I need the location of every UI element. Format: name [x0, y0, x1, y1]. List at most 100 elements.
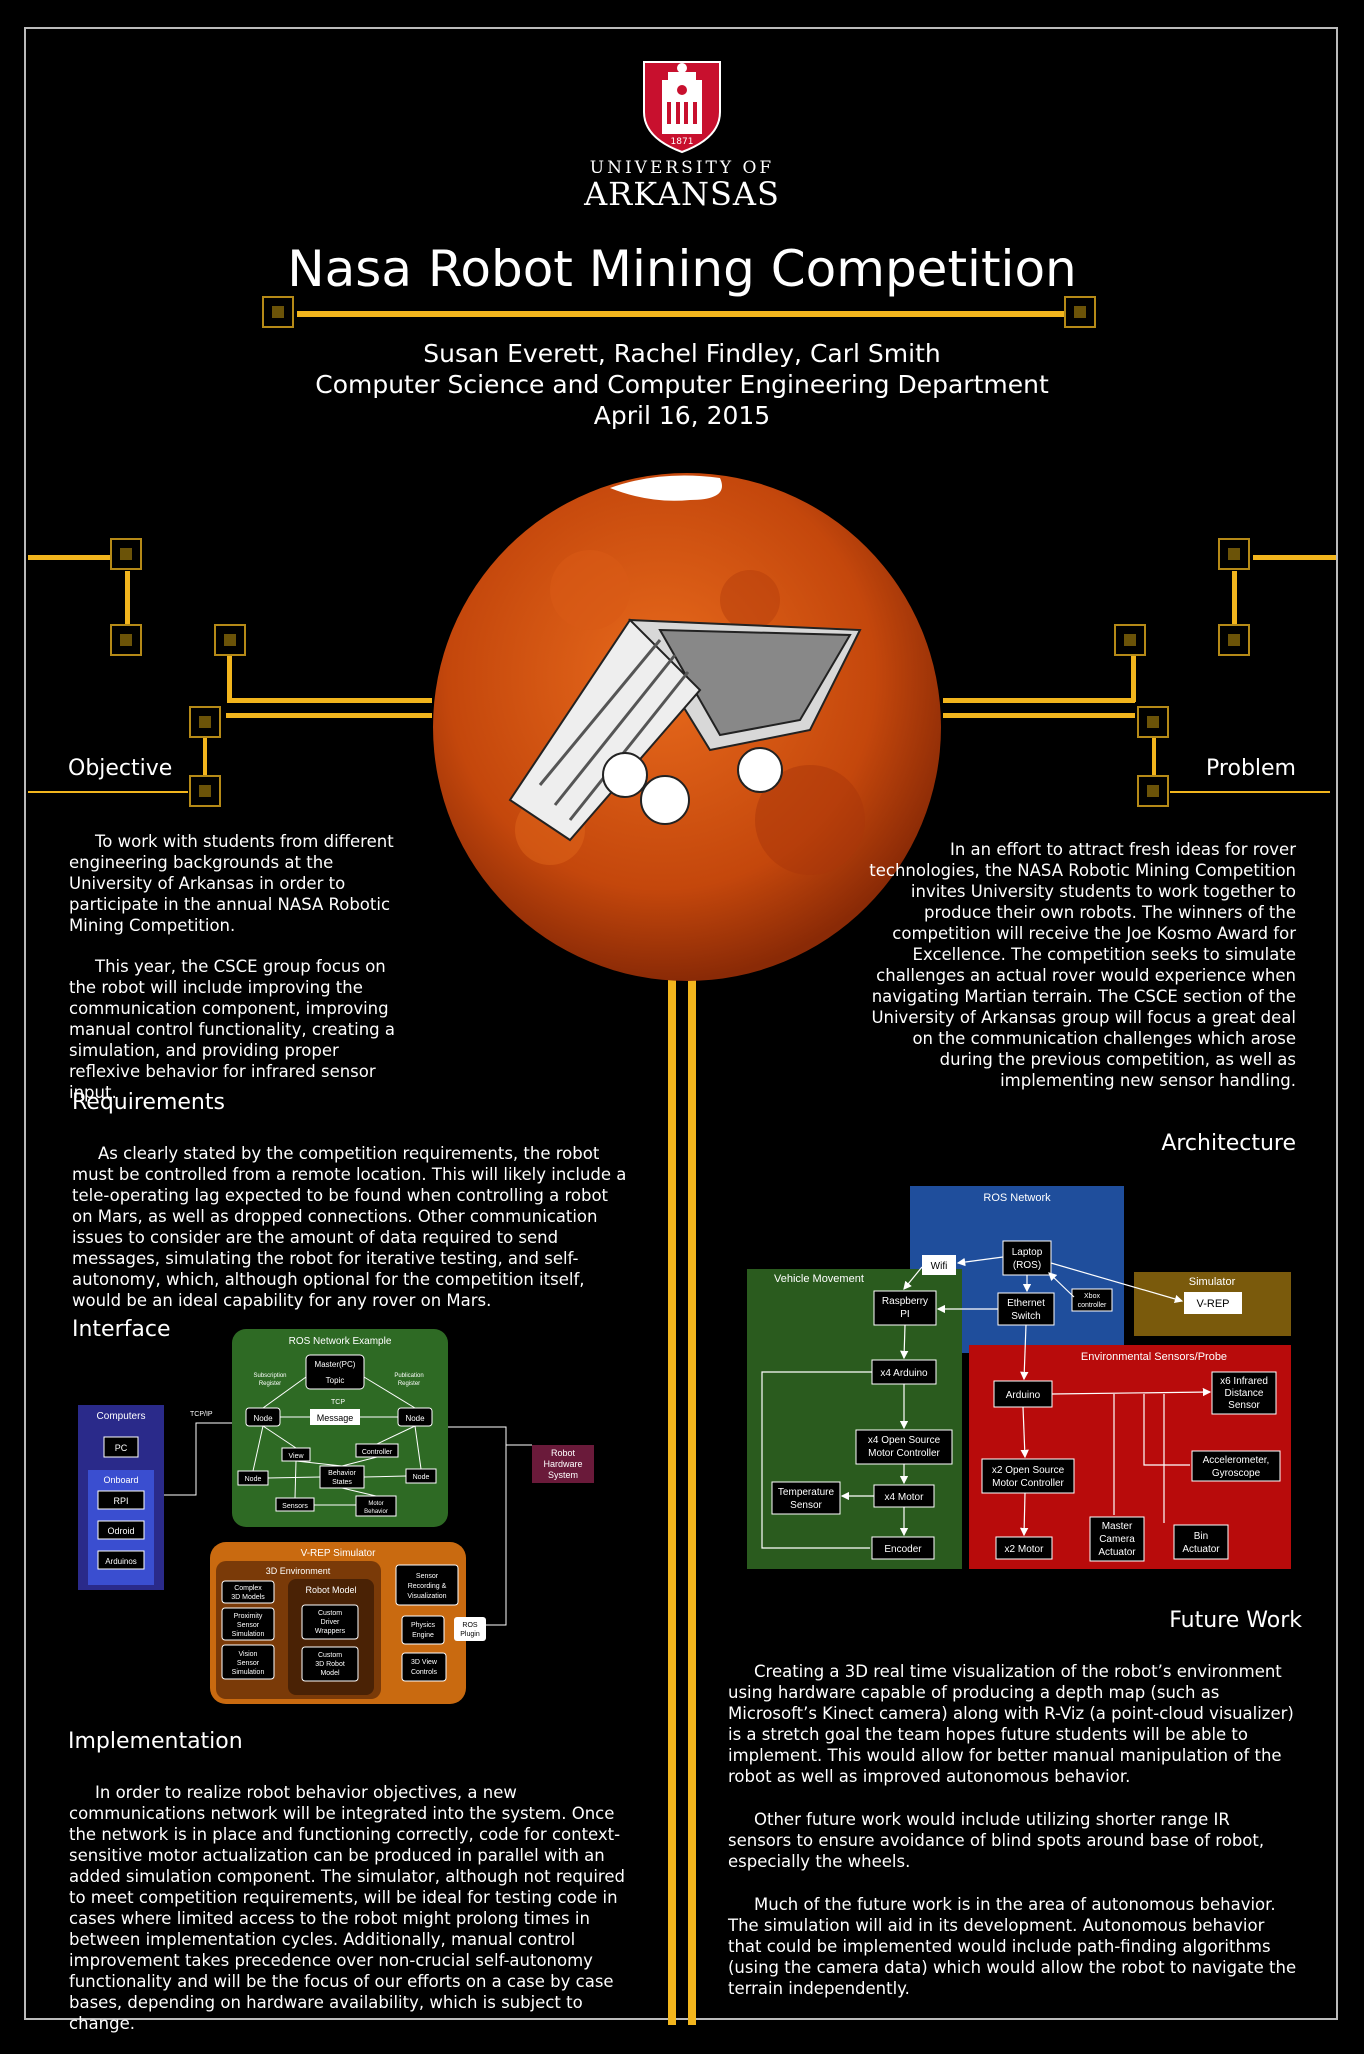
svg-text:x4 Motor: x4 Motor — [885, 1492, 925, 1503]
date: April 16, 2015 — [593, 401, 771, 430]
svg-text:Laptop: Laptop — [1012, 1247, 1043, 1258]
svg-text:Camera: Camera — [1099, 1534, 1135, 1545]
university-seal-icon: 1871 — [643, 61, 721, 154]
svg-text:Sensor: Sensor — [1228, 1400, 1260, 1411]
ethernet-switch-node: Ethernet Switch — [997, 1292, 1055, 1326]
requirements-heading: Requirements — [72, 1090, 225, 1115]
svg-text:Sensor: Sensor — [416, 1573, 439, 1580]
circuit-node — [262, 296, 294, 328]
svg-text:Register: Register — [398, 1381, 420, 1387]
svg-text:Proximity: Proximity — [234, 1613, 263, 1620]
svg-text:3D Robot: 3D Robot — [315, 1661, 345, 1668]
robot-hardware-node — [532, 1445, 594, 1483]
circuit-line — [1131, 655, 1136, 702]
complex-models-node — [221, 1580, 275, 1604]
future-paragraph-1: Creating a 3D real time visualization of… — [728, 1662, 1294, 1786]
x2-motor-controller-node: x2 Open Source Motor Controller — [981, 1458, 1075, 1494]
page-title: Nasa Robot Mining Competition — [287, 240, 1077, 298]
future-paragraph-2: Other future work would include utilizin… — [728, 1810, 1265, 1871]
x4-motor-controller-node: x4 Open Source Motor Controller — [855, 1429, 953, 1465]
svg-text:PC: PC — [115, 1443, 128, 1453]
center-divider-right — [688, 970, 696, 2025]
svg-text:TCP: TCP — [331, 1399, 345, 1406]
svg-text:Switch: Switch — [1011, 1311, 1040, 1322]
objective-paragraph-1: To work with students from different eng… — [69, 832, 394, 935]
svg-text:ROS Network Example: ROS Network Example — [289, 1336, 392, 1347]
laptop-node: Laptop (ROS) — [1002, 1240, 1052, 1276]
circuit-node — [1064, 296, 1096, 328]
circuit-node — [1137, 775, 1169, 807]
svg-text:Motor: Motor — [368, 1501, 383, 1507]
svg-text:Xbox: Xbox — [1084, 1293, 1100, 1300]
svg-text:Wrappers: Wrappers — [315, 1628, 346, 1635]
circuit-node — [189, 706, 221, 738]
circuit-line — [1253, 555, 1336, 560]
svg-text:States: States — [332, 1479, 352, 1486]
svg-text:V-REP: V-REP — [1196, 1298, 1229, 1310]
svg-text:Odroid: Odroid — [107, 1526, 134, 1536]
wifi-node: Wifi — [922, 1255, 956, 1275]
svg-text:Controller: Controller — [362, 1449, 393, 1456]
svg-text:Sensor: Sensor — [237, 1622, 260, 1629]
circuit-node — [1218, 538, 1250, 570]
svg-text:controller: controller — [1078, 1302, 1107, 1309]
svg-text:PI: PI — [900, 1309, 909, 1320]
implementation-heading: Implementation — [68, 1729, 243, 1754]
circuit-node — [189, 775, 221, 807]
objective-body: To work with students from different eng… — [69, 831, 409, 1123]
ros-plugin-node — [454, 1617, 486, 1641]
svg-text:Gyroscope: Gyroscope — [1212, 1468, 1261, 1479]
svg-text:x4 Arduino: x4 Arduino — [880, 1368, 928, 1379]
svg-text:Arduinos: Arduinos — [105, 1557, 137, 1566]
svg-text:Driver: Driver — [321, 1619, 340, 1626]
svg-text:Behavior: Behavior — [364, 1509, 388, 1515]
svg-text:Onboard: Onboard — [103, 1475, 138, 1485]
implementation-paragraph-1: In order to realize robot behavior objec… — [69, 1783, 625, 2033]
svg-text:Simulation: Simulation — [232, 1669, 265, 1676]
x2-motor-node: x2 Motor — [995, 1536, 1053, 1560]
svg-text:Hardware: Hardware — [543, 1459, 582, 1469]
svg-text:Raspberry: Raspberry — [882, 1296, 928, 1307]
svg-text:Accelerometer,: Accelerometer, — [1203, 1455, 1270, 1466]
infrared-sensor-node: x6 Infrared Distance Sensor — [1211, 1371, 1277, 1415]
xbox-controller-node: Xbox controller — [1071, 1288, 1113, 1312]
rover-icon — [508, 618, 862, 842]
circuit-node — [110, 624, 142, 656]
odroid-node — [97, 1520, 145, 1540]
circuit-line — [1170, 791, 1330, 793]
svg-text:Actuator: Actuator — [1098, 1547, 1136, 1558]
svg-text:System: System — [548, 1470, 578, 1480]
pc-node — [103, 1436, 139, 1458]
vision-sensor-node — [221, 1644, 275, 1680]
polar-ice-cap — [610, 475, 722, 501]
svg-text:Engine: Engine — [412, 1632, 434, 1639]
svg-text:Encoder: Encoder — [884, 1544, 922, 1555]
custom-driver-node — [301, 1604, 359, 1640]
svg-text:V-REP Simulator: V-REP Simulator — [301, 1548, 377, 1559]
center-divider-left — [668, 970, 676, 2025]
temperature-sensor-node: Temperature Sensor — [771, 1481, 841, 1515]
architecture-connectors — [761, 1256, 1212, 1549]
future-work-heading: Future Work — [1169, 1608, 1302, 1633]
circuit-line — [203, 735, 207, 785]
svg-text:Vehicle Movement: Vehicle Movement — [774, 1273, 864, 1285]
svg-text:Computers: Computers — [97, 1411, 146, 1422]
title-underline — [297, 311, 1067, 317]
svg-text:Node: Node — [253, 1414, 273, 1423]
objective-heading: Objective — [68, 756, 173, 781]
circuit-node — [1137, 706, 1169, 738]
svg-text:Publication: Publication — [394, 1373, 423, 1379]
interface-heading: Interface — [72, 1317, 171, 1342]
interface-diagram: Computers PC Onboard RPI Odroid Arduinos… — [78, 1329, 594, 1704]
svg-text:Node: Node — [413, 1474, 430, 1481]
svg-text:Distance: Distance — [1225, 1388, 1264, 1399]
master-topic-node — [305, 1354, 365, 1390]
circuit-line — [943, 713, 1135, 718]
circuit-line — [227, 698, 432, 703]
rpi-node — [97, 1490, 145, 1510]
svg-text:Robot Model: Robot Model — [305, 1585, 356, 1595]
raspberry-pi-node: Raspberry PI — [873, 1290, 937, 1326]
svg-text:ROS: ROS — [462, 1622, 478, 1629]
problem-heading: Problem — [1206, 756, 1296, 781]
architecture-diagram: ROS Network Simulator Vehicle Movement E… — [747, 1186, 1291, 1569]
